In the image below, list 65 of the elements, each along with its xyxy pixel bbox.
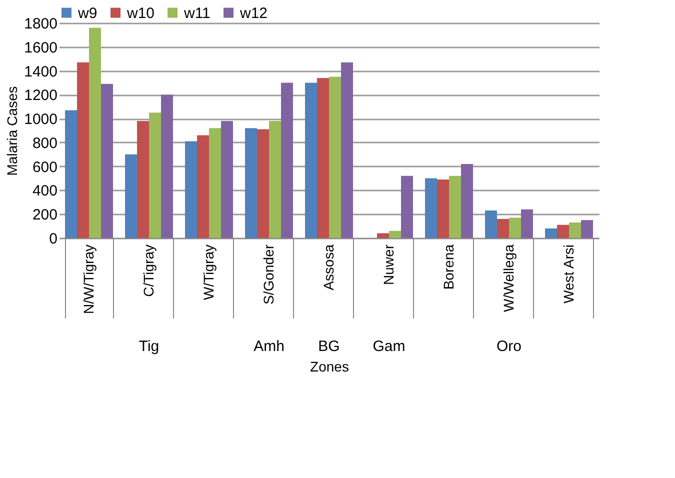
y-tick-label: 1800 (24, 16, 58, 32)
bar (125, 154, 137, 238)
legend-label: w12 (239, 4, 268, 22)
x-tick-label: Borena (440, 244, 456, 290)
bar (317, 78, 329, 238)
x-tick-label: N/W/Tigray (80, 244, 96, 314)
bar (569, 222, 581, 238)
bar (389, 230, 401, 238)
y-tick-label: 1400 (24, 63, 58, 80)
bar (497, 218, 509, 238)
bar (257, 129, 269, 238)
bar (557, 224, 569, 238)
y-tick-label: 1000 (24, 111, 58, 128)
x-axis-title: Zones (310, 358, 349, 374)
bar (401, 176, 413, 238)
text: Gam (372, 338, 406, 355)
bar (377, 233, 389, 238)
text: Oro (496, 338, 522, 355)
legend-label: w9 (77, 4, 98, 22)
bar (209, 128, 221, 238)
y-axis-title: Malaria Cases (4, 86, 20, 176)
bar (341, 62, 353, 238)
x-tick-label: Assosa (320, 244, 336, 290)
bar (509, 218, 521, 238)
bar (149, 112, 161, 238)
y-tick-label: 1200 (24, 87, 58, 104)
bar (137, 120, 149, 238)
bar (305, 82, 317, 238)
bar (581, 220, 593, 238)
bar (437, 179, 449, 238)
legend-label: w11 (183, 4, 210, 22)
y-tick-label: 1600 (24, 39, 58, 56)
bar (269, 120, 281, 238)
bar (101, 84, 113, 238)
bar (65, 110, 77, 238)
y-tick-label: 800 (32, 134, 58, 152)
x-tick-label: Nuwer (380, 244, 396, 285)
bar (77, 62, 89, 238)
text: Tig (138, 338, 160, 355)
bar (221, 120, 233, 238)
legend-label: w10 (126, 4, 155, 22)
bar (89, 28, 101, 238)
x-tick-label: West Arsi (560, 244, 576, 304)
y-tick-label: 200 (32, 206, 58, 224)
bar (545, 228, 557, 238)
bar (197, 135, 209, 238)
x-tick-label: W/Tigray (200, 244, 216, 300)
bar (161, 94, 173, 238)
bar (281, 82, 293, 238)
bar (521, 209, 533, 238)
text: Amh (254, 338, 284, 355)
y-tick-label: 600 (32, 158, 58, 176)
x-tick-label: W/Wellega (500, 244, 516, 312)
bar (185, 141, 197, 238)
bar (425, 178, 437, 238)
bar (329, 76, 341, 238)
y-tick-label: 400 (32, 182, 58, 200)
x-tick-label: C/Tigray (140, 244, 156, 297)
y-tick-label: 0 (49, 230, 58, 248)
bar (461, 164, 473, 238)
bar (485, 210, 497, 238)
text: BG (318, 338, 340, 355)
bar (449, 176, 461, 238)
x-tick-label: S/Gonder (260, 244, 276, 304)
bar (245, 128, 257, 238)
